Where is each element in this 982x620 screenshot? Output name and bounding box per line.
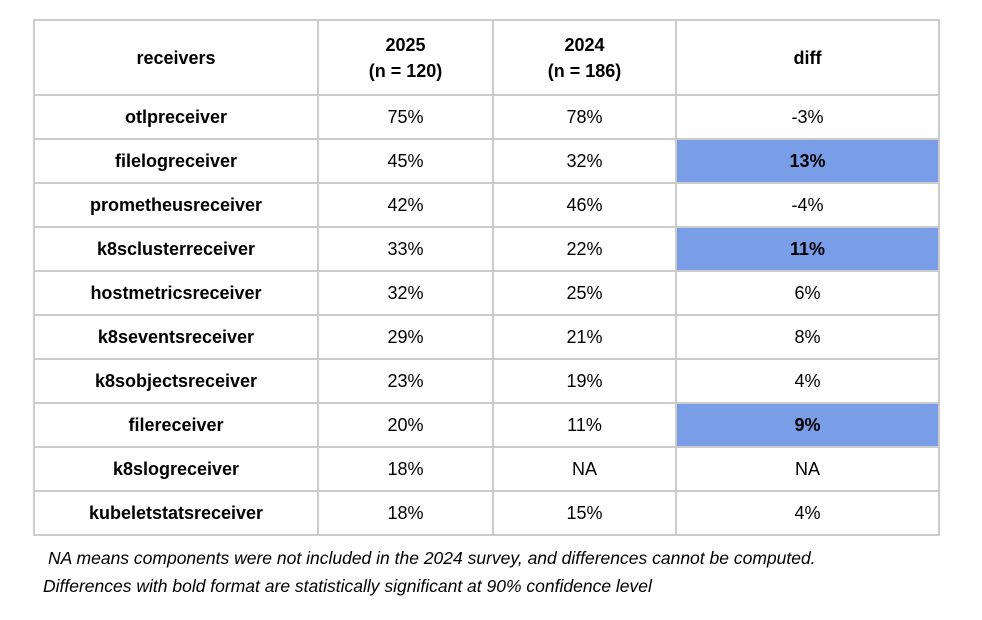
receiver-name-cell: filereceiver — [33, 402, 319, 448]
table-row: k8sclusterreceiver 33% 22% 11% — [33, 226, 940, 272]
value-2024-cell: 32% — [492, 138, 677, 184]
table-row: k8seventsreceiver 29% 21% 8% — [33, 314, 940, 360]
value-2024-cell: NA — [492, 446, 677, 492]
table-row: kubeletstatsreceiver 18% 15% 4% — [33, 490, 940, 536]
footnote-na: NA means components were not included in… — [48, 548, 816, 568]
receiver-name-cell: otlpreceiver — [33, 94, 319, 140]
table-row: filereceiver 20% 11% 9% — [33, 402, 940, 448]
receiver-name-cell: k8seventsreceiver — [33, 314, 319, 360]
table-row: otlpreceiver 75% 78% -3% — [33, 94, 940, 140]
column-header-2024: 2024 (n = 186) — [492, 19, 677, 96]
diff-cell: 11% — [675, 226, 940, 272]
column-header-label: 2025 — [385, 34, 426, 55]
value-2024-cell: 78% — [492, 94, 677, 140]
table-row: hostmetricsreceiver 32% 25% 6% — [33, 270, 940, 316]
receiver-name-cell: k8sclusterreceiver — [33, 226, 319, 272]
value-2025-cell: 75% — [317, 94, 494, 140]
diff-cell: -3% — [675, 94, 940, 140]
receiver-name-cell: prometheusreceiver — [33, 182, 319, 228]
column-header-sublabel: (n = 186) — [547, 60, 622, 81]
table-row: filelogreceiver 45% 32% 13% — [33, 138, 940, 184]
footnotes: NA means components were not included in… — [43, 544, 982, 600]
value-2024-cell: 11% — [492, 402, 677, 448]
value-2025-cell: 32% — [317, 270, 494, 316]
diff-cell: 9% — [675, 402, 940, 448]
value-2025-cell: 45% — [317, 138, 494, 184]
table-row: k8sobjectsreceiver 23% 19% 4% — [33, 358, 940, 404]
column-header-2025: 2025 (n = 120) — [317, 19, 494, 96]
column-header-sublabel: (n = 120) — [368, 60, 443, 81]
diff-cell: 6% — [675, 270, 940, 316]
table-row: k8slogreceiver 18% NA NA — [33, 446, 940, 492]
column-header-diff: diff — [675, 19, 940, 96]
receiver-name-cell: kubeletstatsreceiver — [33, 490, 319, 536]
column-header-label: receivers — [136, 47, 216, 68]
page: receivers 2025 (n = 120) 2024 (n = 186) … — [33, 19, 982, 600]
receiver-name-cell: k8slogreceiver — [33, 446, 319, 492]
receiver-name-cell: hostmetricsreceiver — [33, 270, 319, 316]
value-2025-cell: 29% — [317, 314, 494, 360]
diff-cell: 13% — [675, 138, 940, 184]
value-2024-cell: 46% — [492, 182, 677, 228]
receiver-name-cell: filelogreceiver — [33, 138, 319, 184]
value-2025-cell: 33% — [317, 226, 494, 272]
value-2025-cell: 42% — [317, 182, 494, 228]
column-header-label: diff — [793, 47, 822, 68]
value-2024-cell: 22% — [492, 226, 677, 272]
value-2024-cell: 15% — [492, 490, 677, 536]
diff-cell: -4% — [675, 182, 940, 228]
receiver-name-cell: k8sobjectsreceiver — [33, 358, 319, 404]
value-2025-cell: 23% — [317, 358, 494, 404]
diff-cell: 4% — [675, 358, 940, 404]
value-2025-cell: 18% — [317, 490, 494, 536]
diff-cell: 4% — [675, 490, 940, 536]
column-header-receivers: receivers — [33, 19, 319, 96]
value-2024-cell: 21% — [492, 314, 677, 360]
header-row: receivers 2025 (n = 120) 2024 (n = 186) … — [33, 19, 940, 96]
value-2024-cell: 19% — [492, 358, 677, 404]
receivers-comparison-table: receivers 2025 (n = 120) 2024 (n = 186) … — [33, 19, 940, 536]
footnote-significance: Differences with bold format are statist… — [43, 576, 652, 596]
column-header-label: 2024 — [564, 34, 605, 55]
value-2025-cell: 18% — [317, 446, 494, 492]
value-2025-cell: 20% — [317, 402, 494, 448]
value-2024-cell: 25% — [492, 270, 677, 316]
diff-cell: NA — [675, 446, 940, 492]
table-row: prometheusreceiver 42% 46% -4% — [33, 182, 940, 228]
diff-cell: 8% — [675, 314, 940, 360]
